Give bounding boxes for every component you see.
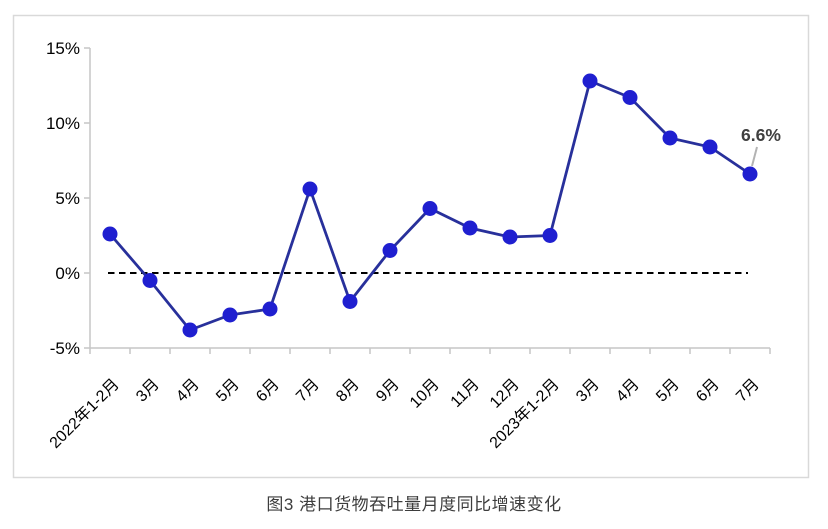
x-axis-category-label: 7月 [733,376,763,406]
x-axis-category-label: 5月 [213,376,243,406]
x-axis-category-label: 11月 [448,376,483,411]
y-axis-tick-label: 10% [46,114,80,133]
x-axis-category-label: 3月 [133,376,163,406]
x-axis-category-label: 2023年1-2月 [486,375,563,452]
x-axis-category-label: 10月 [407,376,443,412]
x-axis-category-label: 12月 [487,376,523,412]
y-axis-tick-labels: 15% 10% 5% 0% -5% [46,39,80,358]
x-axis-category-label: 6月 [253,376,283,406]
data-point-markers [102,73,758,338]
x-axis-category-label: 6月 [693,376,723,406]
x-axis-category-label: 8月 [333,376,363,406]
x-axis-category-label: 7月 [293,376,323,406]
data-point-marker [342,294,358,309]
y-axis-tick-label: -5% [50,339,80,358]
y-axis-tick-label: 15% [46,39,80,58]
axes [84,47,771,354]
x-axis-category-label: 5月 [653,376,683,406]
data-point-marker [462,220,478,236]
chart-frame-border [12,14,810,479]
annotation-leader-line [751,146,758,167]
data-point-marker [262,301,278,317]
x-axis-category-label: 2022年1-2月 [46,375,123,452]
y-axis-tick-label: 5% [55,189,80,208]
data-point-marker [102,226,118,242]
x-axis-category-label: 4月 [173,376,203,406]
last-point-value-label: 6.6% [741,125,781,145]
x-axis-category-label: 3月 [573,376,603,406]
y-axis-tick-label: 0% [55,264,80,283]
x-axis-category-label: 4月 [613,376,643,406]
data-point-marker [382,243,398,258]
data-point-marker [702,139,718,155]
figure-caption: 图3 港口货物吞吐量月度同比增速变化 [266,495,562,514]
x-axis-category-labels: 2022年1-2月 3月 4月 5月 6月 7月 8月 9月 10月 11月 12月2023年1-2… [46,375,763,452]
data-point-marker [742,166,758,182]
data-point-marker [662,130,678,146]
data-point-marker [542,228,558,243]
data-point-marker [622,90,638,105]
data-point-marker [302,181,318,197]
x-axis-category-label: 9月 [373,376,403,406]
data-point-marker [222,307,238,323]
data-point-marker [582,73,598,89]
data-point-marker [502,229,518,245]
data-point-marker [422,201,438,216]
data-point-marker [182,322,198,338]
data-point-marker [142,273,158,288]
